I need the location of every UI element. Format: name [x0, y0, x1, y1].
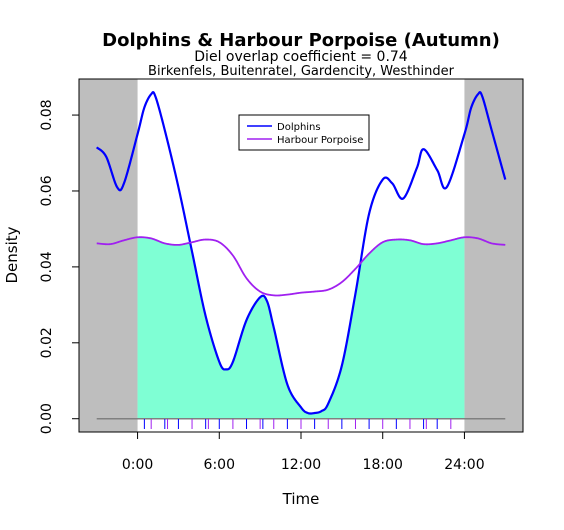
- y-tick-label: 0.00: [39, 403, 55, 434]
- x-tick-label: 18:00: [363, 457, 403, 473]
- legend: Dolphins Harbour Porpoise: [238, 114, 370, 151]
- y-axis-label: Density: [3, 226, 21, 283]
- chart-subtitle-overlap: Diel overlap coefficient = 0.74: [194, 49, 408, 65]
- chart-title: Dolphins & Harbour Porpoise (Autumn): [102, 30, 500, 51]
- night-shade-region-0: [79, 79, 138, 432]
- legend-label-harbour-porpoise: Harbour Porpoise: [277, 135, 363, 146]
- night-shade-region-1: [464, 79, 523, 432]
- y-tick-label: 0.04: [39, 251, 55, 282]
- y-tick-label: 0.06: [39, 175, 55, 206]
- plot-area: [79, 79, 523, 432]
- x-axis-label: Time: [282, 490, 320, 508]
- y-tick-label: 0.08: [39, 99, 55, 130]
- axes: 0:00 6:00 12:00 18:00 24:00 0.00 0.02 0.04 0.06 0…: [39, 99, 485, 473]
- series-line-harbour-porpoise: [96, 236, 506, 297]
- legend-box: [238, 114, 370, 151]
- x-tick-label: 12:00: [281, 457, 321, 473]
- overlap-area: [137, 237, 465, 419]
- legend-label-dolphins: Dolphins: [277, 122, 321, 133]
- x-tick-label: 0:00: [122, 457, 153, 473]
- x-tick-label: 24:00: [444, 457, 484, 473]
- series-line-dolphins: [95, 91, 507, 415]
- chart-subtitle-stations: Birkenfels, Buitenratel, Gardencity, Wes…: [148, 64, 455, 79]
- y-tick-label: 0.02: [39, 327, 55, 358]
- x-tick-label: 6:00: [204, 457, 235, 473]
